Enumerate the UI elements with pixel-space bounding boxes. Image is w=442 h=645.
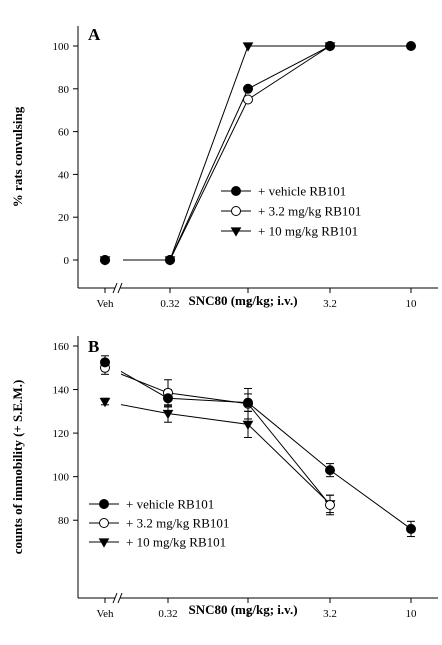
panel-a-y-axis-title: % rats convulsing [10,106,25,207]
panel-b-legend-marker-3 [98,538,110,548]
panel-a-legend-label-1: + vehicle RB101 [258,184,346,199]
panel-a-series-1-point-10 [406,41,416,51]
panel-a-x-tick-label-1: 1 [245,298,251,310]
panel-a-y-tick-label: 100 [53,41,70,53]
panel-a-series-1-point-3-2 [325,41,335,51]
panel-b-series-1-point-10 [406,523,416,534]
panel-a-y-tick-label: 40 [58,169,70,181]
panel-b-y-tick-label: 160 [53,341,70,353]
panel-b-series-1-point-veh [100,357,110,368]
panel-a-y-tick-label: 60 [58,127,70,139]
panel-a-x-axis-title: SNC80 (mg/kg; i.v.) [188,293,297,308]
panel-a-legend-marker-3 [230,227,242,237]
panel-a-series-3-point-1 [242,42,254,52]
panel-b-series-2-lead-line [120,373,169,394]
panel-a-axis-break-2 [117,282,123,294]
panel-b-series-3-point-0-32 [162,409,174,420]
panel-a-x-tick-label-0-32: 0.32 [160,298,179,310]
panel-b-y-tick-label: 140 [53,385,70,397]
panel-a-y-tick-label: 20 [58,212,70,224]
panel-b: B 80 100 120 140 160 Veh 0.32 1 3.2 10 SNC80 (mg/kg… [10,336,438,620]
panel-b-letter: B [88,337,99,356]
panel-a-y-tick-label: 0 [64,255,70,267]
panel-b-y-tick-label: 80 [58,515,70,527]
panel-a-series-1-point-1 [243,83,253,94]
panel-a-series-1-line [169,45,411,261]
panel-b-y-tick-label: 120 [53,428,70,440]
panel-b-legend-label-3: + 10 mg/kg RB101 [126,535,226,550]
panel-b-legend-marker-2 [99,518,109,528]
panel-b-axis-break-1 [112,592,118,604]
panel-a-x-tick-label-3-2: 3.2 [323,298,337,310]
panel-a-legend-marker-2 [231,206,241,216]
panel-b-x-tick-label-veh: Veh [96,608,114,620]
panel-b-legend-label-2: + 3.2 mg/kg RB101 [126,516,229,531]
panel-a-series-2-point-1 [243,94,253,105]
panel-b-series-1-lead-line [120,371,169,399]
panel-b-x-tick-label-3-2: 3.2 [323,608,337,620]
panel-b-series-1-point-0-32 [163,393,173,404]
panel-a-x-tick-label-10: 10 [406,298,418,310]
panel-b-series-3-point-1 [242,420,254,431]
panel-b-series-2-point-3-2 [325,499,335,510]
panel-b-series-1-point-3-2 [325,465,335,476]
panel-b-series-1-line [167,397,412,530]
panel-a-legend-label-3: + 10 mg/kg RB101 [258,224,358,239]
panel-b-x-axis-title: SNC80 (mg/kg; i.v.) [188,602,297,617]
panel-a-y-tick-label: 80 [58,84,70,96]
panel-b-y-tick-label: 100 [53,472,70,484]
panel-b-series-1-point-1 [243,397,253,408]
panel-b-series-3-point-veh [99,397,111,408]
panel-a-legend-marker-1 [231,186,241,196]
panel-b-series-2-line [167,392,331,506]
panel-a-legend-label-2: + 3.2 mg/kg RB101 [258,204,361,219]
panel-b-series-3-lead-line [120,404,169,415]
panel-a-axis-break-1 [112,282,118,294]
panel-a: A 0 20 40 60 80 100 Veh 0.32 1 3.2 10 SNC80 (mg/kg; … [10,25,438,310]
panel-b-axis-break-2 [117,592,123,604]
panel-b-y-axis-title: counts of immobility (+ S.E.M.) [10,380,25,555]
panel-a-x-tick-label-veh: Veh [96,298,114,310]
panel-b-x-tick-label-0-32: 0.32 [158,608,177,620]
panel-a-series-1-point-0-32 [165,255,175,265]
panel-a-letter: A [88,25,101,44]
panel-b-legend-label-1: + vehicle RB101 [126,497,214,512]
panel-a-series-1-point-veh [100,255,110,265]
panel-b-x-tick-label-1: 1 [245,608,251,620]
panel-b-legend-marker-1 [99,499,109,509]
panel-b-x-tick-label-10: 10 [406,608,418,620]
